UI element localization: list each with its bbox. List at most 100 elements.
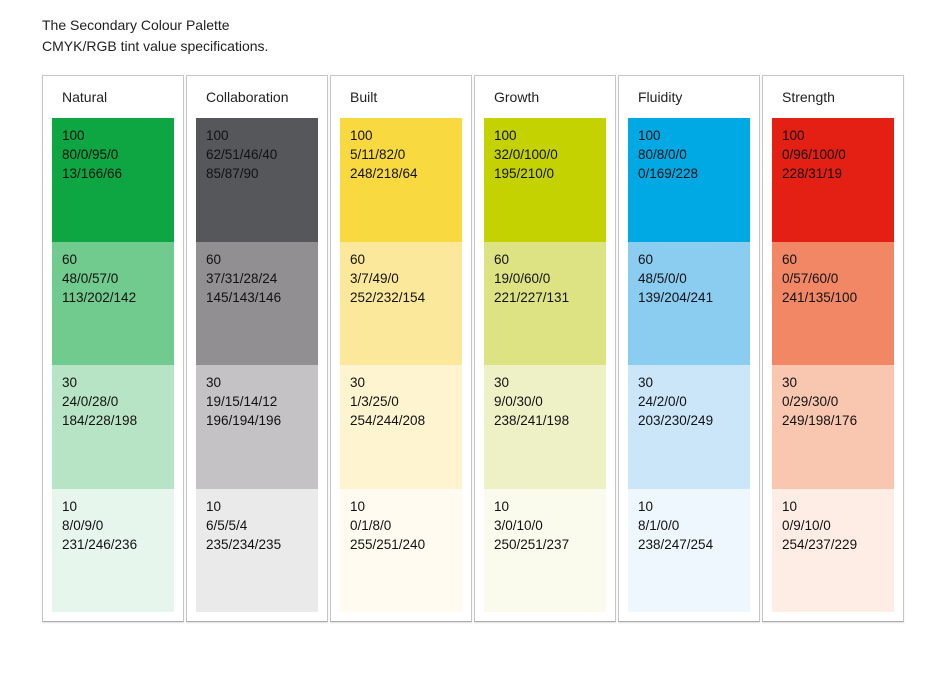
tint-value: 100	[782, 128, 805, 143]
rgb-value: 184/228/198	[62, 413, 138, 428]
swatch-growth-10: 10 3/0/10/0 250/251/237	[484, 488, 606, 612]
cmyk-value: 6/5/5/4	[206, 517, 248, 533]
column-header-growth: Growth	[494, 89, 540, 105]
cmyk-value: 3/0/10/0	[494, 517, 543, 533]
column-header-fluidity: Fluidity	[638, 89, 683, 105]
tint-value: 30	[782, 375, 798, 390]
column-header-strength: Strength	[782, 89, 835, 105]
cmyk-value: 0/29/30/0	[782, 394, 839, 409]
rgb-value: 248/218/64	[350, 166, 418, 181]
tint-value: 60	[350, 251, 366, 267]
tint-value: 100	[494, 128, 517, 143]
tint-value: 10	[350, 498, 366, 514]
cmyk-value: 32/0/100/0	[494, 147, 558, 162]
cmyk-value: 48/0/57/0	[62, 270, 119, 286]
cmyk-value: 8/0/9/0	[62, 517, 104, 533]
swatch-built-30: 30 1/3/25/0 254/244/208	[340, 365, 462, 489]
swatch-strength-60: 60 0/57/60/0 241/135/100	[772, 241, 894, 365]
swatch-collaboration-10: 10 6/5/5/4 235/234/235	[196, 488, 318, 612]
swatch-strength-30: 30 0/29/30/0 249/198/176	[772, 365, 894, 489]
swatch-collaboration-100: 100 62/51/46/40 85/87/90	[196, 118, 318, 242]
rgb-value: 252/232/154	[350, 289, 426, 305]
rgb-value: 249/198/176	[782, 413, 858, 428]
column-header-collaboration: Collaboration	[206, 89, 289, 105]
tint-value: 10	[206, 498, 222, 514]
swatch-built-10: 10 0/1/8/0 255/251/240	[340, 488, 462, 612]
swatch-growth-100: 100 32/0/100/0 195/210/0	[484, 118, 606, 242]
title-block: The Secondary Colour Palette CMYK/RGB ti…	[42, 15, 268, 57]
swatch-fluidity-30: 30 24/2/0/0 203/230/249	[628, 365, 750, 489]
page-subtitle: CMYK/RGB tint value specifications.	[42, 38, 269, 54]
palette-column-strength: Strength 100 0/96/100/0 228/31/19 60 0/5…	[762, 75, 904, 622]
palette-column-fluidity: Fluidity 100 80/8/0/0 0/169/228 60 48/5/…	[618, 75, 760, 622]
page-title: The Secondary Colour Palette	[42, 17, 230, 33]
rgb-value: 228/31/19	[782, 166, 843, 181]
cmyk-value: 5/11/82/0	[350, 147, 406, 162]
cmyk-value: 24/0/28/0	[62, 394, 119, 409]
swatch-collaboration-60: 60 37/31/28/24 145/143/146	[196, 241, 318, 365]
cmyk-value: 8/1/0/0	[638, 517, 680, 533]
tint-value: 30	[494, 375, 510, 390]
tint-value: 10	[782, 498, 798, 514]
rgb-value: 195/210/0	[494, 166, 555, 181]
tint-value: 10	[638, 498, 654, 514]
cmyk-value: 19/0/60/0	[494, 270, 551, 286]
rgb-value: 254/237/229	[782, 536, 858, 552]
tint-value: 10	[62, 498, 78, 514]
swatch-growth-30: 30 9/0/30/0 238/241/198	[484, 365, 606, 489]
tint-value: 10	[494, 498, 510, 514]
rgb-value: 196/194/196	[206, 413, 282, 428]
rgb-value: 238/247/254	[638, 536, 714, 552]
swatch-natural-100: 100 80/0/95/0 13/166/66	[52, 118, 174, 242]
cmyk-value: 19/15/14/12	[206, 394, 278, 409]
rgb-value: 13/166/66	[62, 166, 123, 181]
swatch-fluidity-100: 100 80/8/0/0 0/169/228	[628, 118, 750, 242]
rgb-value: 85/87/90	[206, 166, 259, 181]
cmyk-value: 0/57/60/0	[782, 270, 839, 286]
rgb-value: 241/135/100	[782, 289, 858, 305]
rgb-value: 238/241/198	[494, 413, 570, 428]
swatch-strength-10: 10 0/9/10/0 254/237/229	[772, 488, 894, 612]
cmyk-value: 80/0/95/0	[62, 147, 119, 162]
tint-value: 30	[206, 375, 222, 390]
cmyk-value: 0/96/100/0	[782, 147, 846, 162]
rgb-value: 235/234/235	[206, 536, 282, 552]
cmyk-value: 24/2/0/0	[638, 394, 687, 409]
rgb-value: 231/246/236	[62, 536, 138, 552]
swatch-fluidity-10: 10 8/1/0/0 238/247/254	[628, 488, 750, 612]
column-header-natural: Natural	[62, 89, 108, 105]
swatch-growth-60: 60 19/0/60/0 221/227/131	[484, 241, 606, 365]
tint-value: 60	[62, 251, 78, 267]
swatch-natural-10: 10 8/0/9/0 231/246/236	[52, 488, 174, 612]
rgb-value: 255/251/240	[350, 536, 426, 552]
tint-value: 60	[782, 251, 798, 267]
tint-value: 60	[494, 251, 510, 267]
rgb-value: 0/169/228	[638, 166, 699, 181]
swatch-natural-30: 30 24/0/28/0 184/228/198	[52, 365, 174, 489]
cmyk-value: 3/7/49/0	[350, 270, 399, 286]
swatch-strength-100: 100 0/96/100/0 228/31/19	[772, 118, 894, 242]
rgb-value: 254/244/208	[350, 413, 426, 428]
tint-value: 60	[206, 251, 222, 267]
palette-column-built: Built 100 5/11/82/0 248/218/64 60 3/7/49…	[330, 75, 472, 622]
swatch-natural-60: 60 48/0/57/0 113/202/142	[52, 241, 174, 365]
cmyk-value: 80/8/0/0	[638, 147, 687, 162]
palette-column-natural: Natural 100 80/0/95/0 13/166/66 60 48/0/…	[42, 75, 184, 622]
tint-value: 100	[62, 128, 85, 143]
cmyk-value: 0/1/8/0	[350, 517, 392, 533]
palette-column-growth: Growth 100 32/0/100/0 195/210/0 60 19/0/…	[474, 75, 616, 622]
rgb-value: 145/143/146	[206, 289, 282, 305]
rgb-value: 203/230/249	[638, 413, 714, 428]
column-header-built: Built	[350, 89, 378, 105]
swatch-built-60: 60 3/7/49/0 252/232/154	[340, 241, 462, 365]
rgb-value: 250/251/237	[494, 536, 570, 552]
swatch-fluidity-60: 60 48/5/0/0 139/204/241	[628, 241, 750, 365]
tint-value: 100	[206, 128, 229, 143]
cmyk-value: 62/51/46/40	[206, 147, 278, 162]
palette-column-collaboration: Collaboration 100 62/51/46/40 85/87/90 6…	[186, 75, 328, 622]
rgb-value: 139/204/241	[638, 289, 714, 305]
tint-value: 100	[350, 128, 373, 143]
cmyk-value: 37/31/28/24	[206, 270, 278, 286]
cmyk-value: 48/5/0/0	[638, 270, 687, 286]
rgb-value: 113/202/142	[62, 289, 137, 305]
